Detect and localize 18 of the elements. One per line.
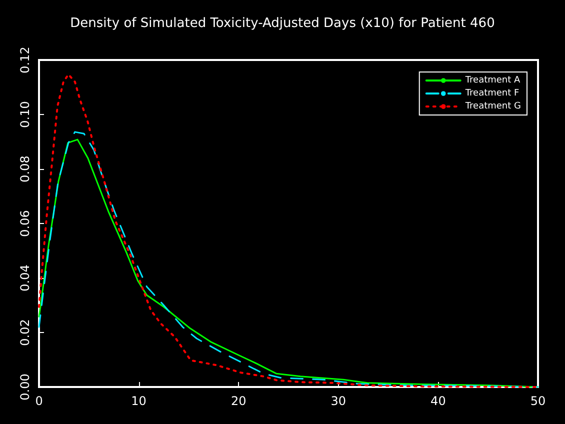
y-tick-label: 0.02 [18, 319, 32, 346]
y-tick-label: 0.12 [18, 46, 32, 74]
x-tick-label: 20 [230, 394, 246, 408]
y-tick-label: 0.00 [18, 374, 32, 400]
legend-label: Treatment G [464, 102, 522, 112]
x-tick-label: 10 [131, 394, 146, 408]
y-tick-label: 0.08 [18, 156, 32, 182]
y-tick-label: 0.10 [18, 101, 32, 128]
x-tick-label: 30 [330, 394, 346, 408]
legend-label: Treatment F [464, 88, 520, 98]
x-tick-label: 0 [35, 394, 43, 408]
chart-title: Density of Simulated Toxicity-Adjusted Days (x10) for Patient 460 [70, 16, 495, 31]
y-tick-label: 0.04 [18, 264, 32, 292]
y-tick-label: 0.06 [18, 210, 32, 237]
x-tick-label: 40 [430, 394, 446, 408]
x-tick-label: 50 [530, 394, 546, 408]
legend-label: Treatment A [464, 76, 522, 86]
line-series [38, 73, 539, 388]
